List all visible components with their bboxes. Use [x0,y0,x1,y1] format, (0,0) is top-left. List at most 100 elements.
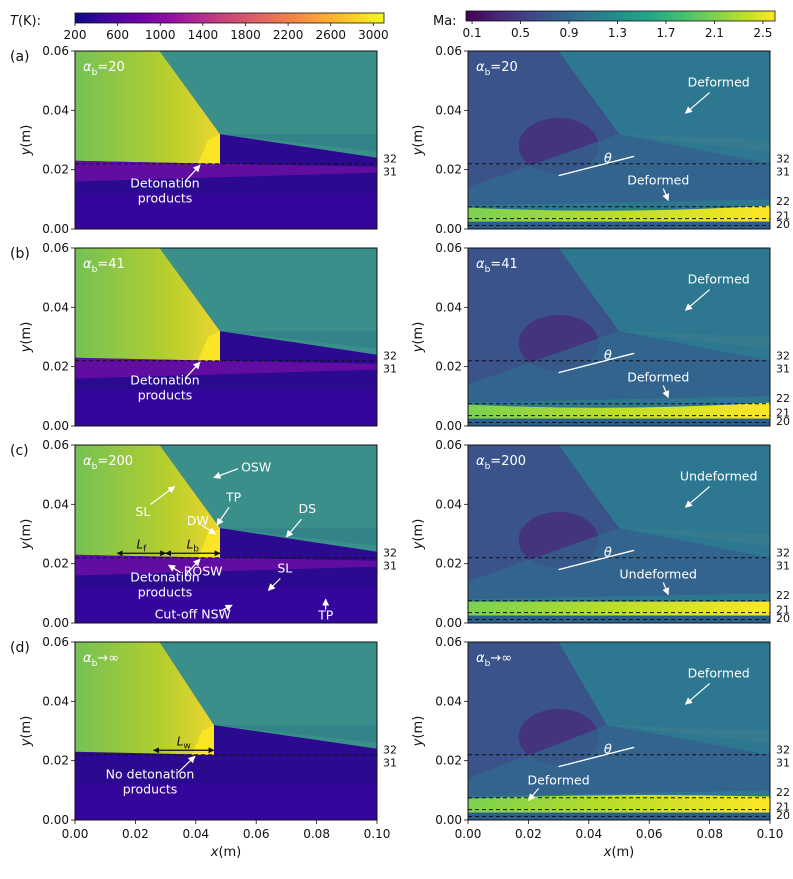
temperature-colorbar-tick-label: 2200 [273,28,304,42]
length-subscript: b [193,544,199,554]
temperature-colorbar-tick-label: 1400 [188,28,219,42]
dashed-line-label: 20 [776,612,790,625]
annotation-arrow [184,558,201,576]
y-tick-label: 0.02 [435,163,462,177]
hot-spot [197,331,220,361]
y-tick-label: 0.06 [42,44,69,58]
mach-panel-frame [467,641,771,821]
mach-colorbar-tick-label: 0.5 [511,26,530,40]
shocked-region [75,51,377,158]
wave-region [468,248,619,385]
annotation-ds: DS [298,501,316,516]
dashed-line-label: 31 [776,560,790,573]
alpha-value: =20 [490,60,517,75]
y-axis-label: y(m) [411,322,426,354]
y-tick-label: 0.06 [42,241,69,255]
y-axis-label: y(m) [411,125,426,157]
annotation-products: products [138,584,193,599]
mach-field [468,51,770,229]
y-tick-label: 0.04 [435,300,462,314]
dashed-line-label: 31 [776,363,790,376]
dashed-line-label: 32 [383,547,397,560]
alpha-symbol: α [476,454,485,469]
temperature-colorbar-ticks: 200 600 1000 1400 1800 2200 2600 3000 [64,23,389,42]
dashed-line-label: 32 [776,350,790,363]
y-tick-label: 0.00 [435,813,462,827]
annotation-arrow [684,289,710,311]
jet-layer [468,205,770,222]
panel-letter: (c) [10,443,29,459]
annotation-arrow [684,92,710,114]
mach-colorbar-tick-label: 1.7 [656,26,675,40]
annotation-arrow [168,564,182,574]
annotation-products: products [123,781,178,796]
length-subscript: w [183,741,190,751]
temperature-colorbar: T(K): 200 600 1000 1400 1800 2200 2600 3000 [10,12,389,42]
x-tick-label: 0.04 [182,827,209,841]
annotation-arrow [213,468,239,479]
y-axis-unit: (m) [19,322,34,345]
y-tick-label: 0.06 [435,635,462,649]
x-tick-label: 0.06 [636,827,663,841]
mach-panel-frame [467,50,771,230]
length-symbol: L [137,537,144,551]
burned-region [75,642,214,755]
x-axis: 0.00 0.02 0.04 0.06 0.08 0.10 x(m) [62,820,390,860]
alpha-label: αb=41 [476,257,518,275]
y-tick-label: 0.02 [435,360,462,374]
annotation-osw: OSW [241,460,271,475]
alpha-subscript: b [485,265,491,275]
downstream-band [213,725,377,743]
alpha-symbol: α [83,454,92,469]
length-label-b: Lb [187,537,200,554]
mach-field [468,445,770,623]
temperature-colorbar-tick-label: 200 [64,28,87,42]
mach-panel-frame [467,247,771,427]
jet-layer [468,601,770,616]
temperature-panel-frame [74,247,378,427]
annotation-shear-state: Undeformed [680,469,757,484]
alpha-subscript: b [485,462,491,472]
y-tick-label: 0.04 [435,497,462,511]
dashed-line-label: 22 [776,392,790,405]
x-tick-label: 0.02 [122,827,149,841]
dashed-line-label: 20 [776,415,790,428]
alpha-value: =20 [97,60,124,75]
annotation-detonation: Detonation [130,569,199,584]
bottom-layer [75,784,377,820]
mid-region [468,134,770,206]
annotation-arrow [216,506,230,526]
x-axis-unit: (m) [218,845,241,860]
dashed-line-label: 31 [776,166,790,179]
alpha-label: αb=20 [476,60,518,78]
mach-colorbar-tick-label: 1.3 [608,26,627,40]
alpha-value: →∞ [490,651,512,666]
y-axis-var: y [19,738,34,747]
dashed-line-label: 21 [776,210,790,223]
theta-label: θ [604,151,612,166]
y-axis-unit: (m) [411,716,426,739]
jet-layer [468,795,770,813]
annotation-tp: TP [225,489,242,504]
panel-letter: (d) [10,640,30,656]
y-axis-var: y [19,541,34,550]
annotation-sl: SL [135,504,150,519]
downstream-band [219,528,377,546]
annotation-tp: TP [317,607,334,622]
dashed-line-label: 31 [383,560,397,573]
y-axis-unit: (m) [411,519,426,542]
x-tick-label: 0.06 [243,827,270,841]
y-axis-unit: (m) [411,125,426,148]
hot-spot [197,134,220,164]
annotation-arrow [177,755,196,773]
dashed-line-label: 20 [776,809,790,822]
dashed-line-label: 32 [776,153,790,166]
y-axis-label: y(m) [19,125,34,157]
alpha-label: αb=200 [476,454,526,472]
temperature-panel: 3231αb=200(c)DetonationproductsOSWSLTPDW… [10,438,397,630]
dashed-line-label: 31 [383,363,397,376]
jet-layer [468,402,770,419]
